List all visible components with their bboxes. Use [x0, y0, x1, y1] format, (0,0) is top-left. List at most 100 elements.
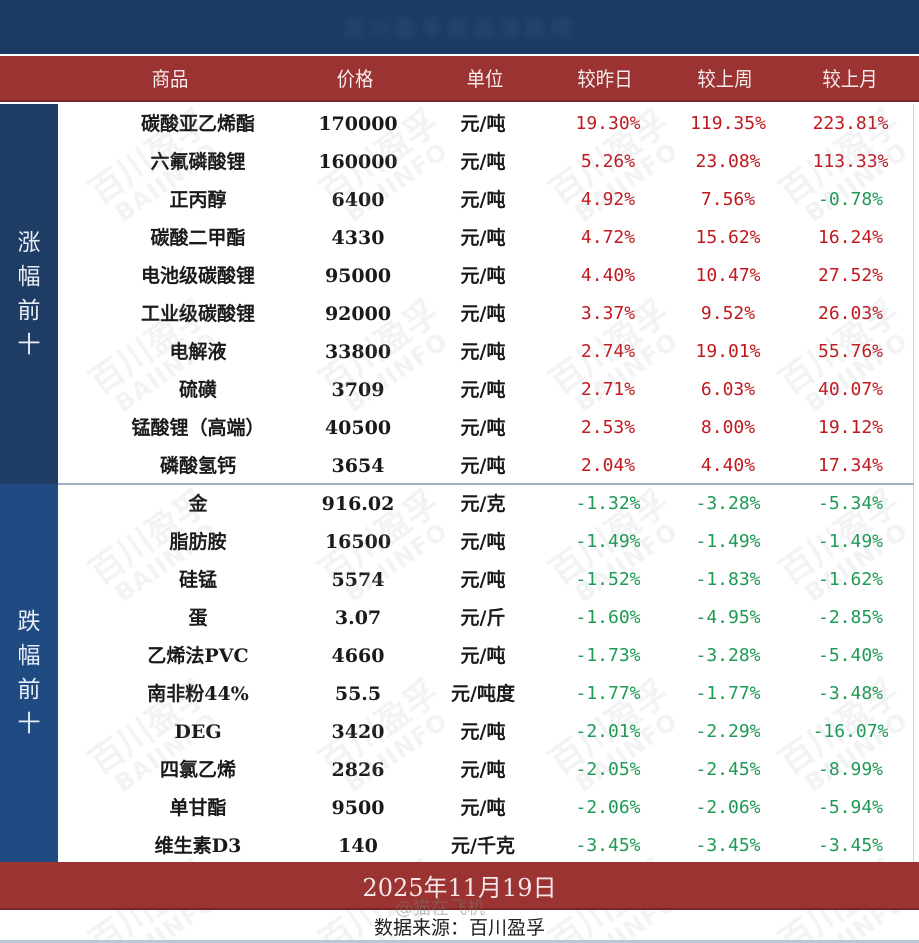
commodity-table: 碳酸亚乙烯酯 170000 元/吨 19.30% 119.35% 223.81% 六氟磷酸锂…	[58, 104, 914, 862]
day-change: -2.05%	[575, 759, 641, 780]
day-change: -1.49%	[575, 531, 641, 552]
table-row: 硫磺 3709 元/吨 2.71% 6.03% 40.07%	[58, 371, 914, 409]
unit: 元/吨	[460, 227, 506, 249]
month-change: 55.76%	[817, 341, 884, 362]
day-change: -2.01%	[575, 721, 641, 742]
commodity-name: 脂肪胺	[169, 531, 227, 553]
day-change: 5.26%	[580, 151, 636, 172]
unit: 元/吨	[460, 113, 506, 135]
week-change: 8.00%	[700, 417, 756, 438]
unit: 元/吨度	[451, 683, 515, 705]
commodity-name: 维生素D3	[154, 835, 242, 857]
footer-date-bar: 2025年11月19日	[0, 862, 919, 910]
month-change: -1.62%	[817, 569, 884, 590]
month-change: -3.45%	[817, 835, 884, 856]
day-change: -1.32%	[575, 493, 641, 514]
price: 40500	[324, 417, 392, 439]
unit: 元/吨	[460, 759, 506, 781]
month-change: 113.33%	[812, 151, 889, 172]
price: 3.07	[334, 607, 382, 629]
column-header-unit: 单位	[466, 67, 504, 91]
day-change: 2.04%	[580, 455, 636, 476]
month-change: -5.40%	[817, 645, 884, 666]
section-divider	[58, 483, 914, 485]
unit: 元/吨	[460, 531, 506, 553]
table-row: 硅锰 5574 元/吨 -1.52% -1.83% -1.62%	[58, 561, 914, 599]
day-change: 4.92%	[580, 189, 636, 210]
table-row: 单甘酯 9500 元/吨 -2.06% -2.06% -5.94%	[58, 789, 914, 827]
unit: 元/吨	[460, 303, 506, 325]
month-change: -5.94%	[817, 797, 884, 818]
table-row: 电池级碳酸锂 95000 元/吨 4.40% 10.47% 27.52%	[58, 257, 914, 295]
title-bar: 百川盈孚商品涨跌榜	[0, 0, 919, 54]
page-title: 百川盈孚商品涨跌榜	[342, 17, 577, 42]
commodity-name: 四氯乙烯	[159, 759, 236, 781]
data-source: 数据来源：百川盈孚 @猫在飞机	[0, 898, 919, 943]
week-change: 10.47%	[695, 265, 761, 286]
table-row: 四氯乙烯 2826 元/吨 -2.05% -2.45% -8.99%	[58, 751, 914, 789]
table-row: 磷酸氢钙 3654 元/吨 2.04% 4.40% 17.34%	[58, 447, 914, 485]
commodity-name: 硅锰	[178, 569, 217, 591]
month-change: 17.34%	[817, 455, 884, 476]
week-change: 119.35%	[690, 113, 766, 134]
month-change: -3.48%	[817, 683, 884, 704]
table-row: 脂肪胺 16500 元/吨 -1.49% -1.49% -1.49%	[58, 523, 914, 561]
day-change: 2.53%	[580, 417, 636, 438]
table-row: 乙烯法PVC 4660 元/吨 -1.73% -3.28% -5.40%	[58, 637, 914, 675]
table-row: 正丙醇 6400 元/吨 4.92% 7.56% -0.78%	[58, 181, 914, 219]
price: 92000	[324, 303, 392, 325]
column-header-commodity: 商品	[151, 67, 189, 91]
column-header-day-change: 较昨日	[577, 67, 633, 91]
unit: 元/吨	[460, 455, 506, 477]
unit: 元/斤	[460, 607, 506, 629]
unit: 元/千克	[451, 835, 515, 857]
commodity-name: 乙烯法PVC	[147, 645, 249, 667]
price: 2826	[331, 759, 385, 781]
day-change: -1.52%	[575, 569, 641, 590]
week-change: -1.49%	[695, 531, 761, 552]
commodity-name: 电解液	[169, 341, 227, 363]
table-row: 蛋 3.07 元/斤 -1.60% -4.95% -2.85%	[58, 599, 914, 637]
commodity-name: 电池级碳酸锂	[140, 265, 255, 287]
week-change: -4.95%	[695, 607, 761, 628]
price: 9500	[331, 797, 385, 819]
table-row: 锰酸锂（高端） 40500 元/吨 2.53% 8.00% 19.12%	[58, 409, 914, 447]
price: 160000	[318, 151, 398, 173]
week-change: 6.03%	[700, 379, 756, 400]
report-date: 2025年11月19日	[362, 873, 557, 902]
section-label-char: 十	[17, 711, 41, 737]
day-change: -1.73%	[575, 645, 641, 666]
commodity-name: 工业级碳酸锂	[140, 303, 255, 325]
month-change: 223.81%	[812, 113, 889, 134]
price: 5574	[331, 569, 385, 591]
unit: 元/吨	[460, 721, 506, 743]
month-change: 19.12%	[817, 417, 884, 438]
table-row: 六氟磷酸锂 160000 元/吨 5.26% 23.08% 113.33%	[58, 143, 914, 181]
week-change: 9.52%	[700, 303, 756, 324]
price: 3709	[331, 379, 385, 401]
month-change: 16.24%	[817, 227, 884, 248]
commodity-name: 六氟磷酸锂	[150, 151, 246, 173]
unit: 元/吨	[460, 379, 506, 401]
day-change: 2.71%	[580, 379, 636, 400]
week-change: 23.08%	[695, 151, 761, 172]
week-change: -2.45%	[695, 759, 761, 780]
week-change: 19.01%	[695, 341, 761, 362]
week-change: -1.77%	[695, 683, 761, 704]
weibo-watermark: @猫在飞机	[395, 898, 485, 919]
section-label-char: 涨	[17, 230, 41, 256]
commodity-name: 金	[188, 493, 208, 515]
price: 6400	[331, 189, 385, 211]
price: 55.5	[334, 683, 382, 705]
week-change: -2.29%	[695, 721, 761, 742]
column-header-week-change: 较上周	[697, 67, 753, 91]
table-row: 碳酸二甲酯 4330 元/吨 4.72% 15.62% 16.24%	[58, 219, 914, 257]
commodity-name: 碳酸亚乙烯酯	[140, 113, 255, 135]
commodity-name: 正丙醇	[169, 189, 227, 211]
section-label-losers: 跌 幅 前 十	[0, 484, 58, 862]
unit: 元/吨	[460, 151, 506, 173]
unit: 元/吨	[460, 189, 506, 211]
unit: 元/吨	[460, 569, 506, 591]
price: 170000	[318, 113, 398, 135]
week-change: -2.06%	[695, 797, 761, 818]
